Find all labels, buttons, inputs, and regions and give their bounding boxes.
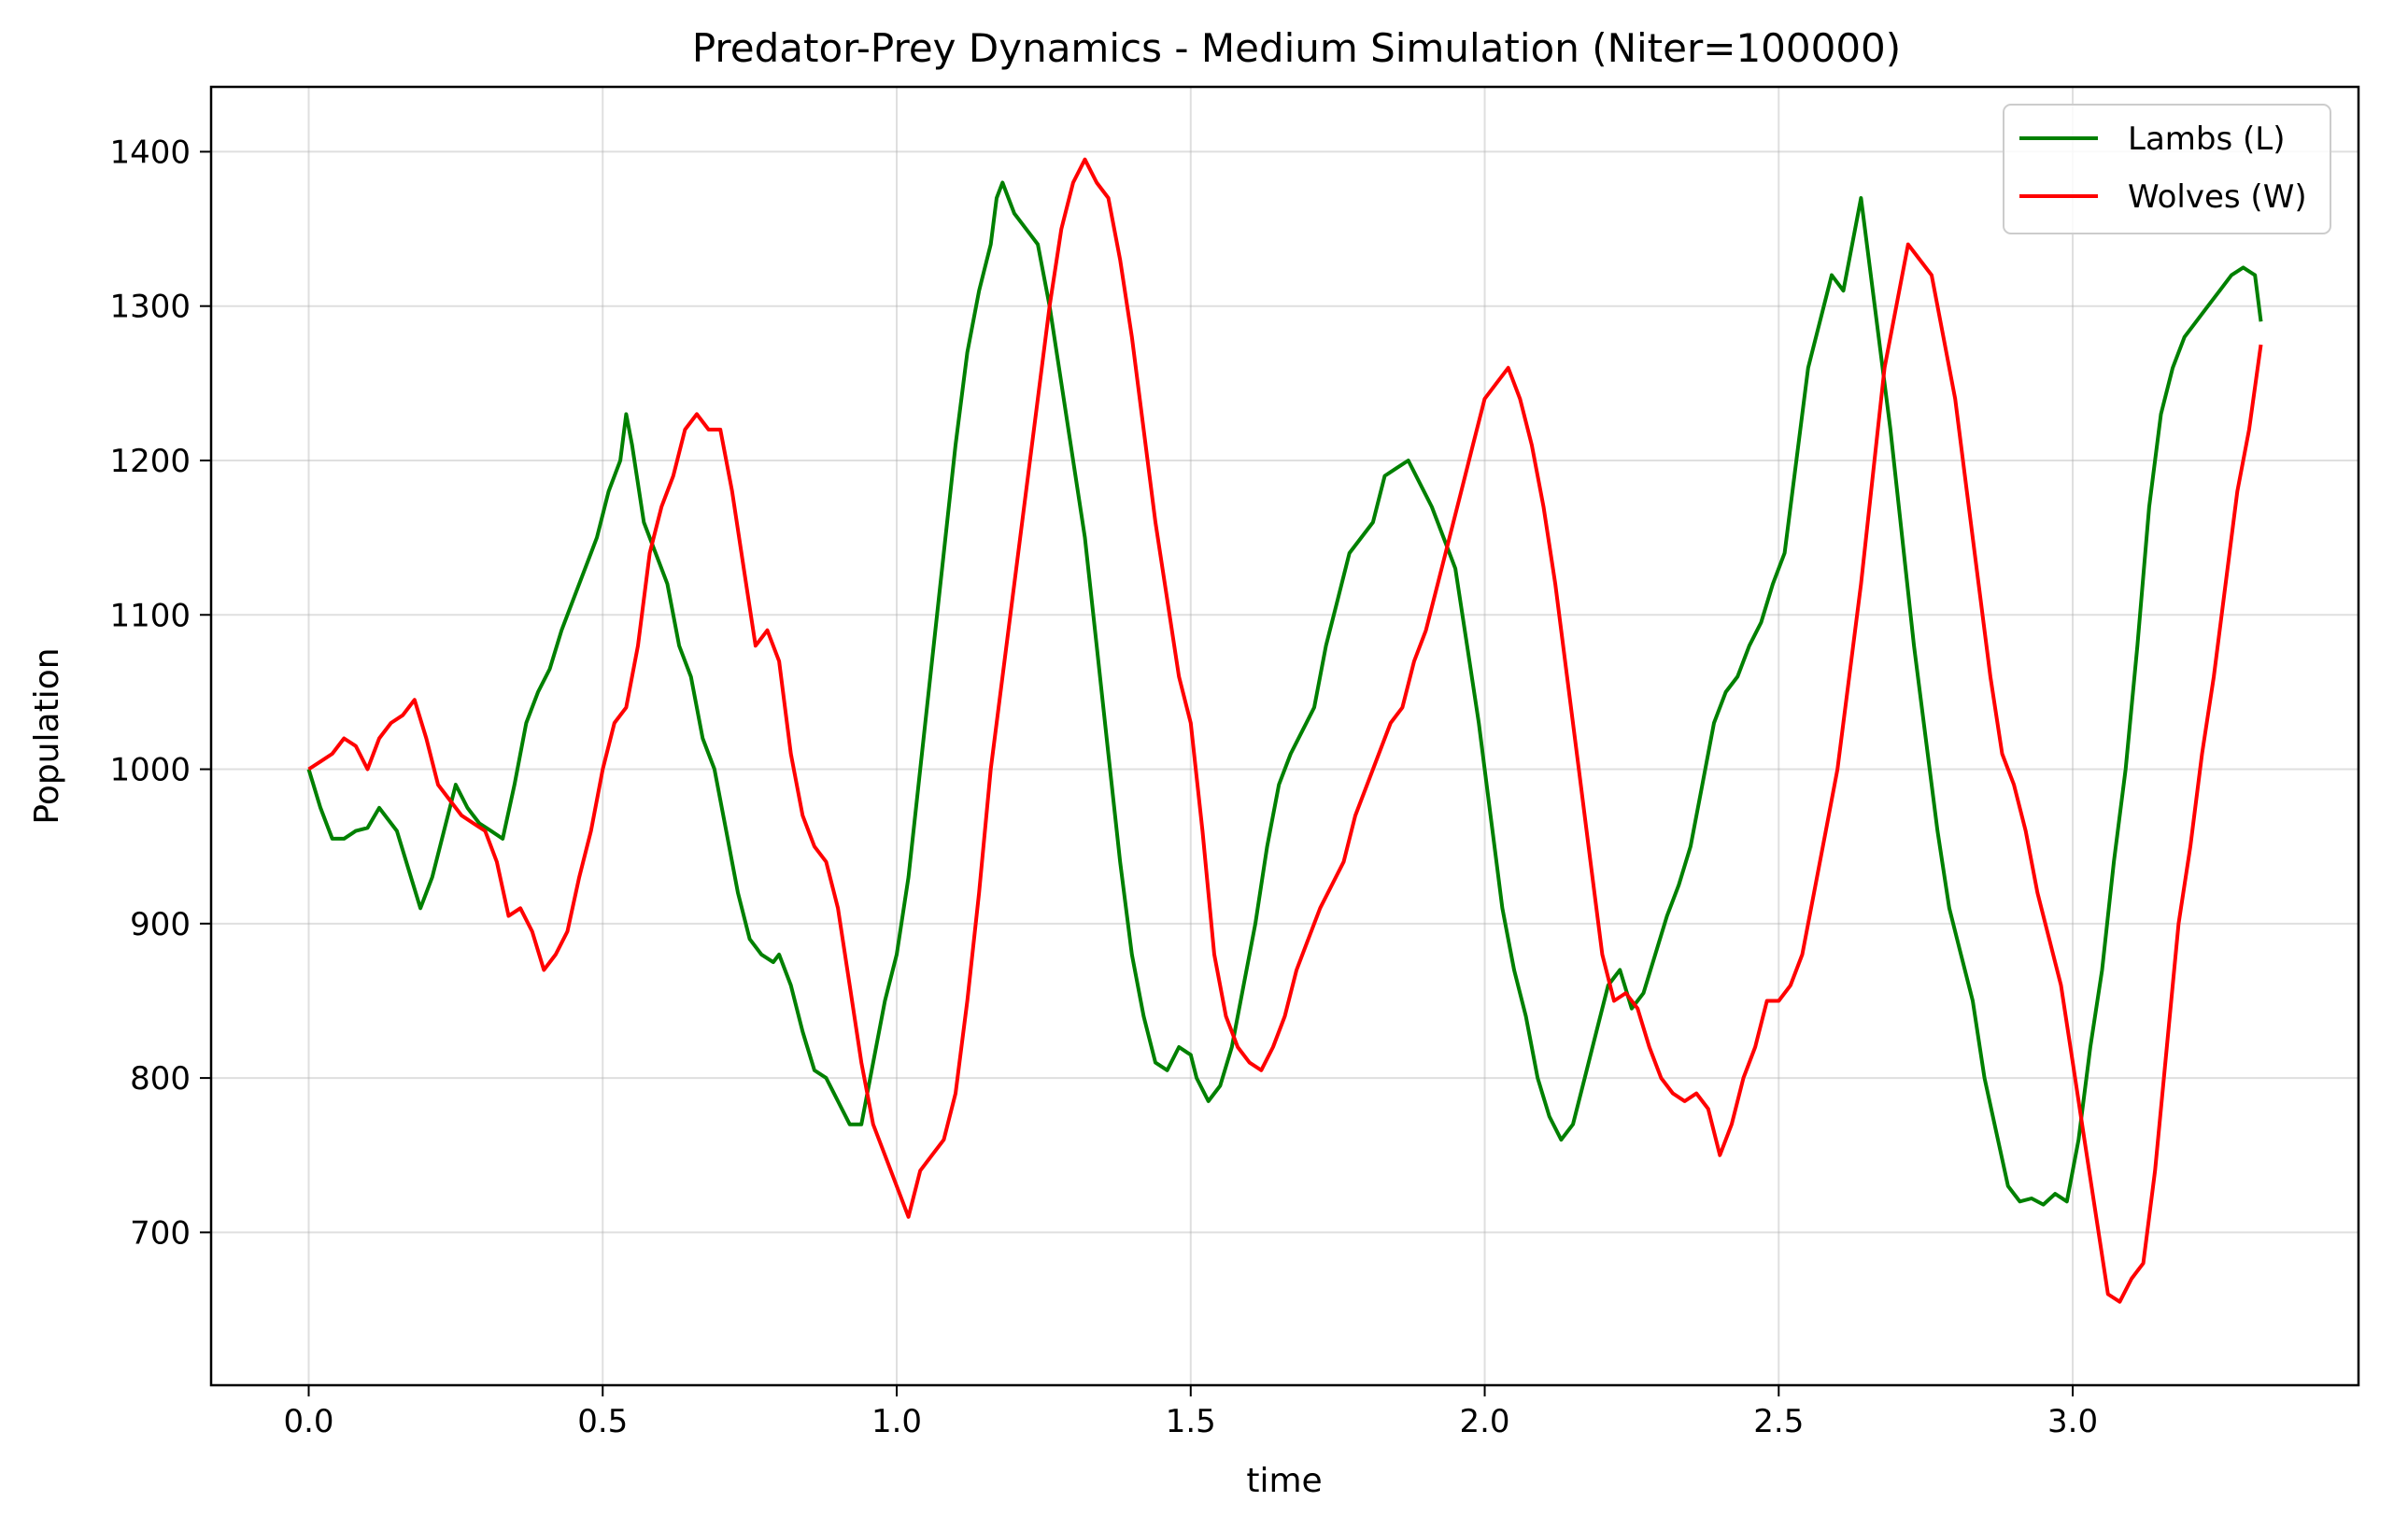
- legend-label-lambs: Lambs (L): [2128, 120, 2285, 158]
- lambs-series-line: [306, 180, 2263, 1207]
- y-tick-label: 1400: [109, 134, 191, 171]
- y-axis-title: Population: [28, 647, 66, 824]
- x-tick-label: 0.5: [577, 1403, 628, 1440]
- y-tick-label: 800: [130, 1060, 191, 1098]
- x-tick-label: 1.5: [1166, 1403, 1216, 1440]
- x-tick-label: 2.5: [1753, 1403, 1804, 1440]
- y-tick-label: 1100: [109, 597, 191, 634]
- y-tick-label: 1200: [109, 443, 191, 480]
- y-tick-label: 1000: [109, 752, 191, 789]
- y-tick-label: 900: [130, 906, 191, 943]
- legend-label-wolves: Wolves (W): [2128, 178, 2307, 216]
- y-tick-label: 700: [130, 1214, 191, 1252]
- x-tick-label: 3.0: [2047, 1403, 2098, 1440]
- y-tick-label: 1300: [109, 289, 191, 326]
- x-tick-label: 0.0: [283, 1403, 333, 1440]
- series-group: [306, 157, 2263, 1304]
- x-axis-title: time: [1246, 1462, 1322, 1500]
- wolves-series-line: [307, 157, 2263, 1304]
- chart-title: Predator-Prey Dynamics - Medium Simulati…: [692, 25, 1901, 71]
- axis-ticks: 0.0 0.5 1.0 1.5 2.0 2.5 3.0 700 800 900 1000 1100 12…: [109, 134, 2098, 1440]
- x-tick-label: 2.0: [1459, 1403, 1509, 1440]
- x-tick-label: 1.0: [871, 1403, 922, 1440]
- legend: Lambs (L) Wolves (W): [2003, 104, 2331, 234]
- plot-frame: [209, 85, 2360, 1387]
